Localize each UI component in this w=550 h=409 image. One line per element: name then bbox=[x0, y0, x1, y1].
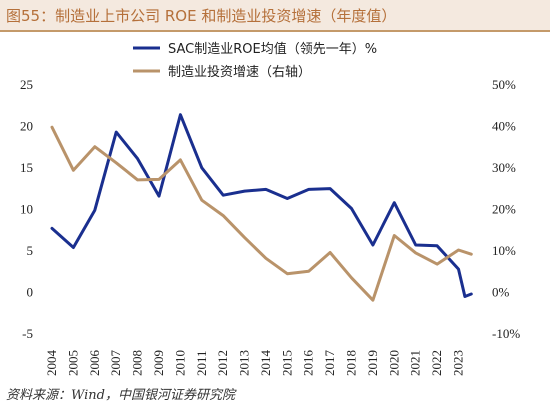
x-tick-label: 2007 bbox=[108, 350, 123, 377]
right-tick-label: 20% bbox=[492, 202, 516, 217]
x-tick-label: 2012 bbox=[215, 350, 230, 376]
right-tick-label: 0% bbox=[492, 285, 510, 300]
x-tick-label: 2016 bbox=[301, 350, 316, 377]
x-tick-label: 2013 bbox=[237, 350, 252, 376]
left-tick-label: 5 bbox=[27, 243, 34, 258]
source-note: 资料来源：Wind，中国银河证券研究院 bbox=[6, 388, 235, 403]
figure-title: 图55：制造业上市公司 ROE 和制造业投资增速（年度值） bbox=[0, 0, 550, 32]
left-tick-label: 20 bbox=[20, 119, 33, 134]
left-tick-label: 25 bbox=[20, 77, 33, 92]
left-tick-label: 0 bbox=[27, 285, 34, 300]
right-tick-label: 40% bbox=[492, 119, 516, 134]
x-tick-label: 2018 bbox=[344, 350, 359, 376]
left-tick-label: 15 bbox=[20, 160, 33, 175]
legend-label-roe: SAC制造业ROE均值（领先一年）% bbox=[168, 41, 377, 57]
x-tick-label: 2011 bbox=[194, 350, 209, 376]
right-tick-label: 30% bbox=[492, 160, 516, 175]
x-tick-label: 2021 bbox=[408, 350, 423, 376]
right-tick-label: 10% bbox=[492, 243, 516, 258]
x-tick-label: 2006 bbox=[87, 350, 102, 377]
right-tick-label: 50% bbox=[492, 77, 516, 92]
x-tick-label: 2019 bbox=[365, 350, 380, 376]
x-tick-label: 2015 bbox=[279, 350, 294, 376]
x-tick-label: 2010 bbox=[172, 350, 187, 376]
x-tick-label: 2023 bbox=[451, 350, 466, 376]
x-tick-label: 2017 bbox=[322, 350, 337, 377]
x-tick-label: 2009 bbox=[151, 350, 166, 376]
invest-series-line bbox=[50, 125, 473, 302]
x-tick-label: 2008 bbox=[130, 350, 145, 376]
roe-series-line bbox=[50, 113, 473, 298]
x-tick-label: 2022 bbox=[429, 350, 444, 376]
left-tick-label: -5 bbox=[22, 326, 33, 341]
left-tick-label: 10 bbox=[20, 202, 33, 217]
x-tick-label: 2004 bbox=[44, 350, 59, 377]
x-tick-label: 2005 bbox=[65, 350, 80, 376]
x-tick-label: 2014 bbox=[258, 350, 273, 377]
x-tick-label: 2020 bbox=[386, 350, 401, 376]
legend-label-invest: 制造业投资增速（右轴） bbox=[168, 64, 311, 80]
right-tick-label: -10% bbox=[492, 326, 520, 341]
